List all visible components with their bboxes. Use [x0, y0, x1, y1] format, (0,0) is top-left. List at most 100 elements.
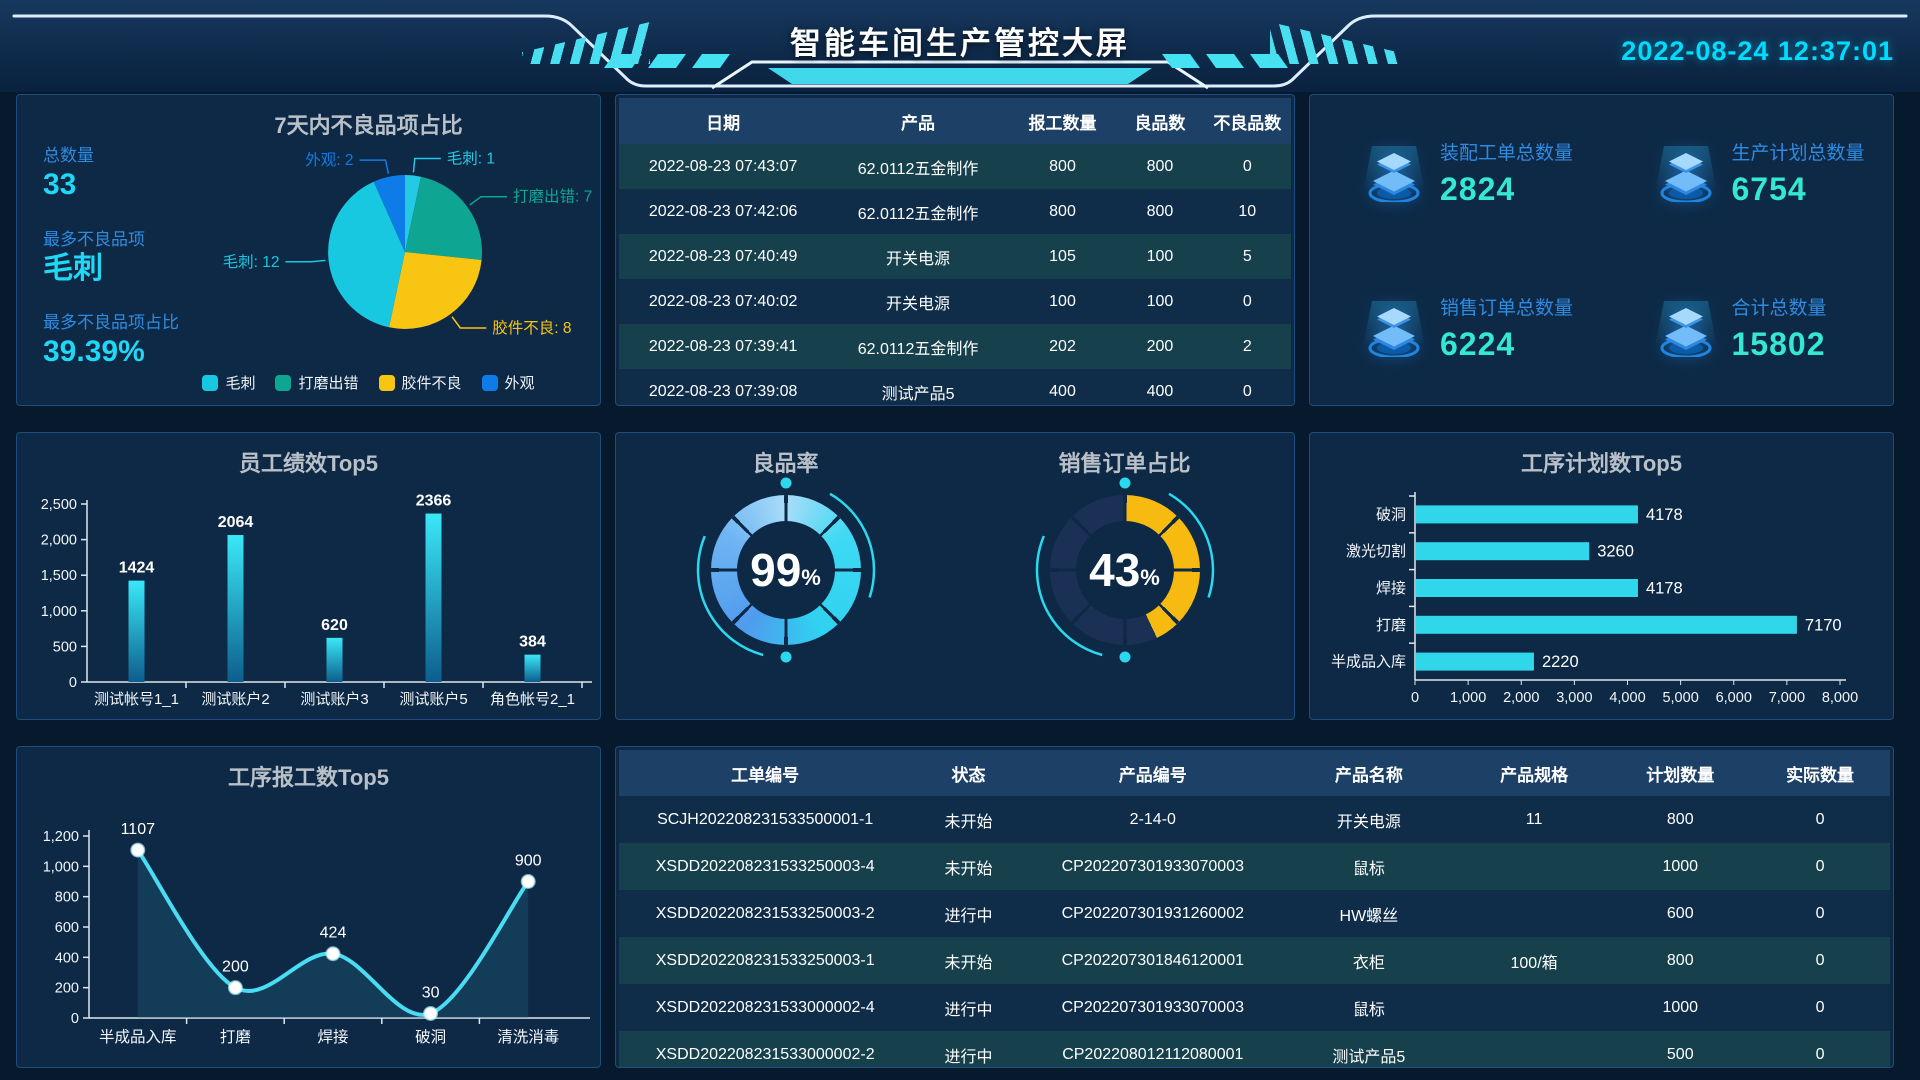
table-cell: 100	[1049, 292, 1076, 310]
bar	[1416, 542, 1590, 561]
legend-label: 外观	[504, 375, 535, 392]
table-cell: 2022-08-23 07:40:02	[648, 292, 798, 310]
process-report-panel: 工序报工数Top5 0 200 400 600 800 1,000 1,200 1107 半成品…	[16, 746, 601, 1068]
table-cell: 800	[1146, 157, 1174, 175]
table-row: XSDD202208231533250003-1 未开始 CP20220730184…	[619, 937, 1890, 984]
gauge-number: 43	[1089, 544, 1141, 596]
column-header: 计划数量	[1610, 750, 1751, 796]
work-order-table: 工单编号 状态 产品编号 产品名称 产品规格 计划数量 实际数量 SCJH2022082315…	[619, 750, 1890, 1067]
table-cell: 鼠标	[1352, 1001, 1385, 1019]
x-category-label: 破洞	[415, 1028, 446, 1046]
legend-label: 毛刺	[225, 375, 256, 392]
gauge: 99 %	[696, 477, 875, 663]
table-row: XSDD202208231533000002-2 进行中 CP20220801211…	[619, 1031, 1890, 1067]
column-header: 产品名称	[1279, 750, 1458, 796]
data-point	[423, 1005, 439, 1021]
bar	[227, 535, 244, 682]
total-item-sales-orders: 销售订单总数量 6224	[1310, 250, 1602, 405]
table-cell: 测试产品5	[1332, 1048, 1406, 1066]
totals-panel: 装配工单总数量 2824 生产计划总数量 6754 销售订单总数量 6224 合…	[1309, 94, 1894, 406]
total-value: 2824	[1440, 170, 1516, 207]
y-category-label: 打磨	[1376, 617, 1406, 634]
table-row: XSDD202208231533000002-4 进行中 CP20220730193…	[619, 984, 1890, 1031]
pie-slice-label: 毛刺: 12	[223, 253, 280, 271]
table-cell: 0	[1815, 1045, 1825, 1063]
y-tick-label: 400	[55, 950, 79, 966]
bar	[1416, 615, 1797, 634]
table-cell: SCJH202208231533500001-1	[657, 810, 874, 828]
table-cell: 800	[1666, 810, 1694, 828]
x-tick-label: 2,000	[1503, 690, 1539, 706]
layers-icon	[1362, 299, 1426, 357]
bar-value-label: 2366	[416, 493, 452, 510]
table-cell: 0	[1815, 904, 1825, 922]
table-cell: 2022-08-23 07:39:41	[648, 337, 798, 355]
x-tick-label: 5,000	[1662, 690, 1698, 706]
y-category-label: 破洞	[1376, 506, 1406, 523]
y-tick-label: 600	[55, 920, 79, 936]
total-value: 15802	[1731, 325, 1826, 362]
table-header-row: 工单编号 状态 产品编号 产品名称 产品规格 计划数量 实际数量	[619, 750, 1890, 796]
table-cell: 进行中	[944, 1001, 993, 1019]
pie-label-line	[412, 157, 441, 173]
data-point	[227, 980, 243, 996]
table-cell	[1458, 890, 1611, 937]
gauge-title: 良品率	[752, 451, 819, 476]
y-tick-label: 1,200	[43, 829, 79, 845]
data-point	[130, 842, 146, 858]
table-row: 2022-08-23 07:39:41 62.0112五金制作 202 200 2	[619, 324, 1291, 369]
table-cell	[1458, 843, 1611, 890]
table-cell: 800	[1049, 202, 1076, 220]
x-category-label: 测试账户5	[399, 691, 467, 708]
y-tick-label: 800	[55, 890, 79, 906]
legend-item: 打磨出错	[275, 372, 359, 393]
x-tick-label: 6,000	[1716, 690, 1752, 706]
y-category-label: 激光切割	[1346, 543, 1406, 560]
table-cell: XSDD202208231533250003-2	[655, 904, 875, 922]
table-cell: CP202207301931260002	[1061, 904, 1244, 922]
gauge-unit: %	[1140, 565, 1160, 590]
table-cell: 100/箱	[1510, 954, 1558, 972]
table-cell: CP202208012112080001	[1062, 1045, 1244, 1063]
bar-value-label: 3260	[1597, 543, 1634, 561]
column-header: 不良品数	[1203, 98, 1291, 144]
table-cell: 202	[1049, 337, 1076, 355]
panel-title: 员工绩效Top5	[239, 451, 378, 476]
x-tick-label: 7,000	[1769, 690, 1805, 706]
total-label: 生产计划总数量	[1731, 142, 1865, 164]
x-tick-label: 8,000	[1822, 690, 1858, 706]
pie-label-line	[451, 316, 487, 329]
table-cell: 0	[1242, 157, 1252, 175]
legend-item: 毛刺	[202, 372, 255, 393]
pie-slice	[405, 175, 421, 252]
y-tick-label: 2,500	[41, 497, 77, 513]
x-tick-label: 3,000	[1556, 690, 1592, 706]
table-cell: 62.0112五金制作	[857, 160, 979, 178]
total-label: 合计总数量	[1731, 297, 1827, 319]
table-row: 2022-08-23 07:43:07 62.0112五金制作 800 800 0	[619, 144, 1291, 189]
table-cell: 测试产品5	[881, 385, 955, 403]
table-cell: 衣柜	[1352, 954, 1385, 972]
main-grid: 7天内不良品项占比 总数量 33 最多不良品项 毛刺 最多不良品项占比 39.3…	[16, 94, 1894, 1068]
layers-icon	[1654, 144, 1717, 202]
column-header: 工单编号	[619, 750, 912, 796]
table-cell: CP202207301933070003	[1061, 857, 1244, 875]
x-tick-label: 4,000	[1609, 690, 1645, 706]
stat-value: 39.39%	[43, 335, 145, 368]
point-value-label: 424	[320, 925, 347, 942]
legend-swatch	[378, 374, 395, 391]
pie-label-line	[285, 259, 326, 263]
pie-slice	[405, 176, 483, 260]
page-title: 智能车间生产管控大屏	[790, 26, 1130, 61]
pie-slice-label: 毛刺: 1	[447, 150, 495, 168]
header-bar: 智能车间生产管控大屏 2022-08-24 12:37:01	[0, 0, 1920, 92]
bar-value-label: 620	[321, 617, 348, 634]
table-cell: 2022-08-23 07:39:08	[648, 382, 798, 400]
x-category-label: 测试账户2	[201, 691, 269, 708]
total-value: 6754	[1731, 170, 1807, 207]
point-value-label: 200	[222, 959, 249, 976]
yield-rate-gauge: 良品率 99 %	[616, 433, 955, 719]
total-item-production-plans: 生产计划总数量 6754	[1602, 95, 1894, 250]
work-report-table: 日期 产品 报工数量 良品数 不良品数 2022-08-23 07:43:07 62.011…	[619, 98, 1291, 405]
